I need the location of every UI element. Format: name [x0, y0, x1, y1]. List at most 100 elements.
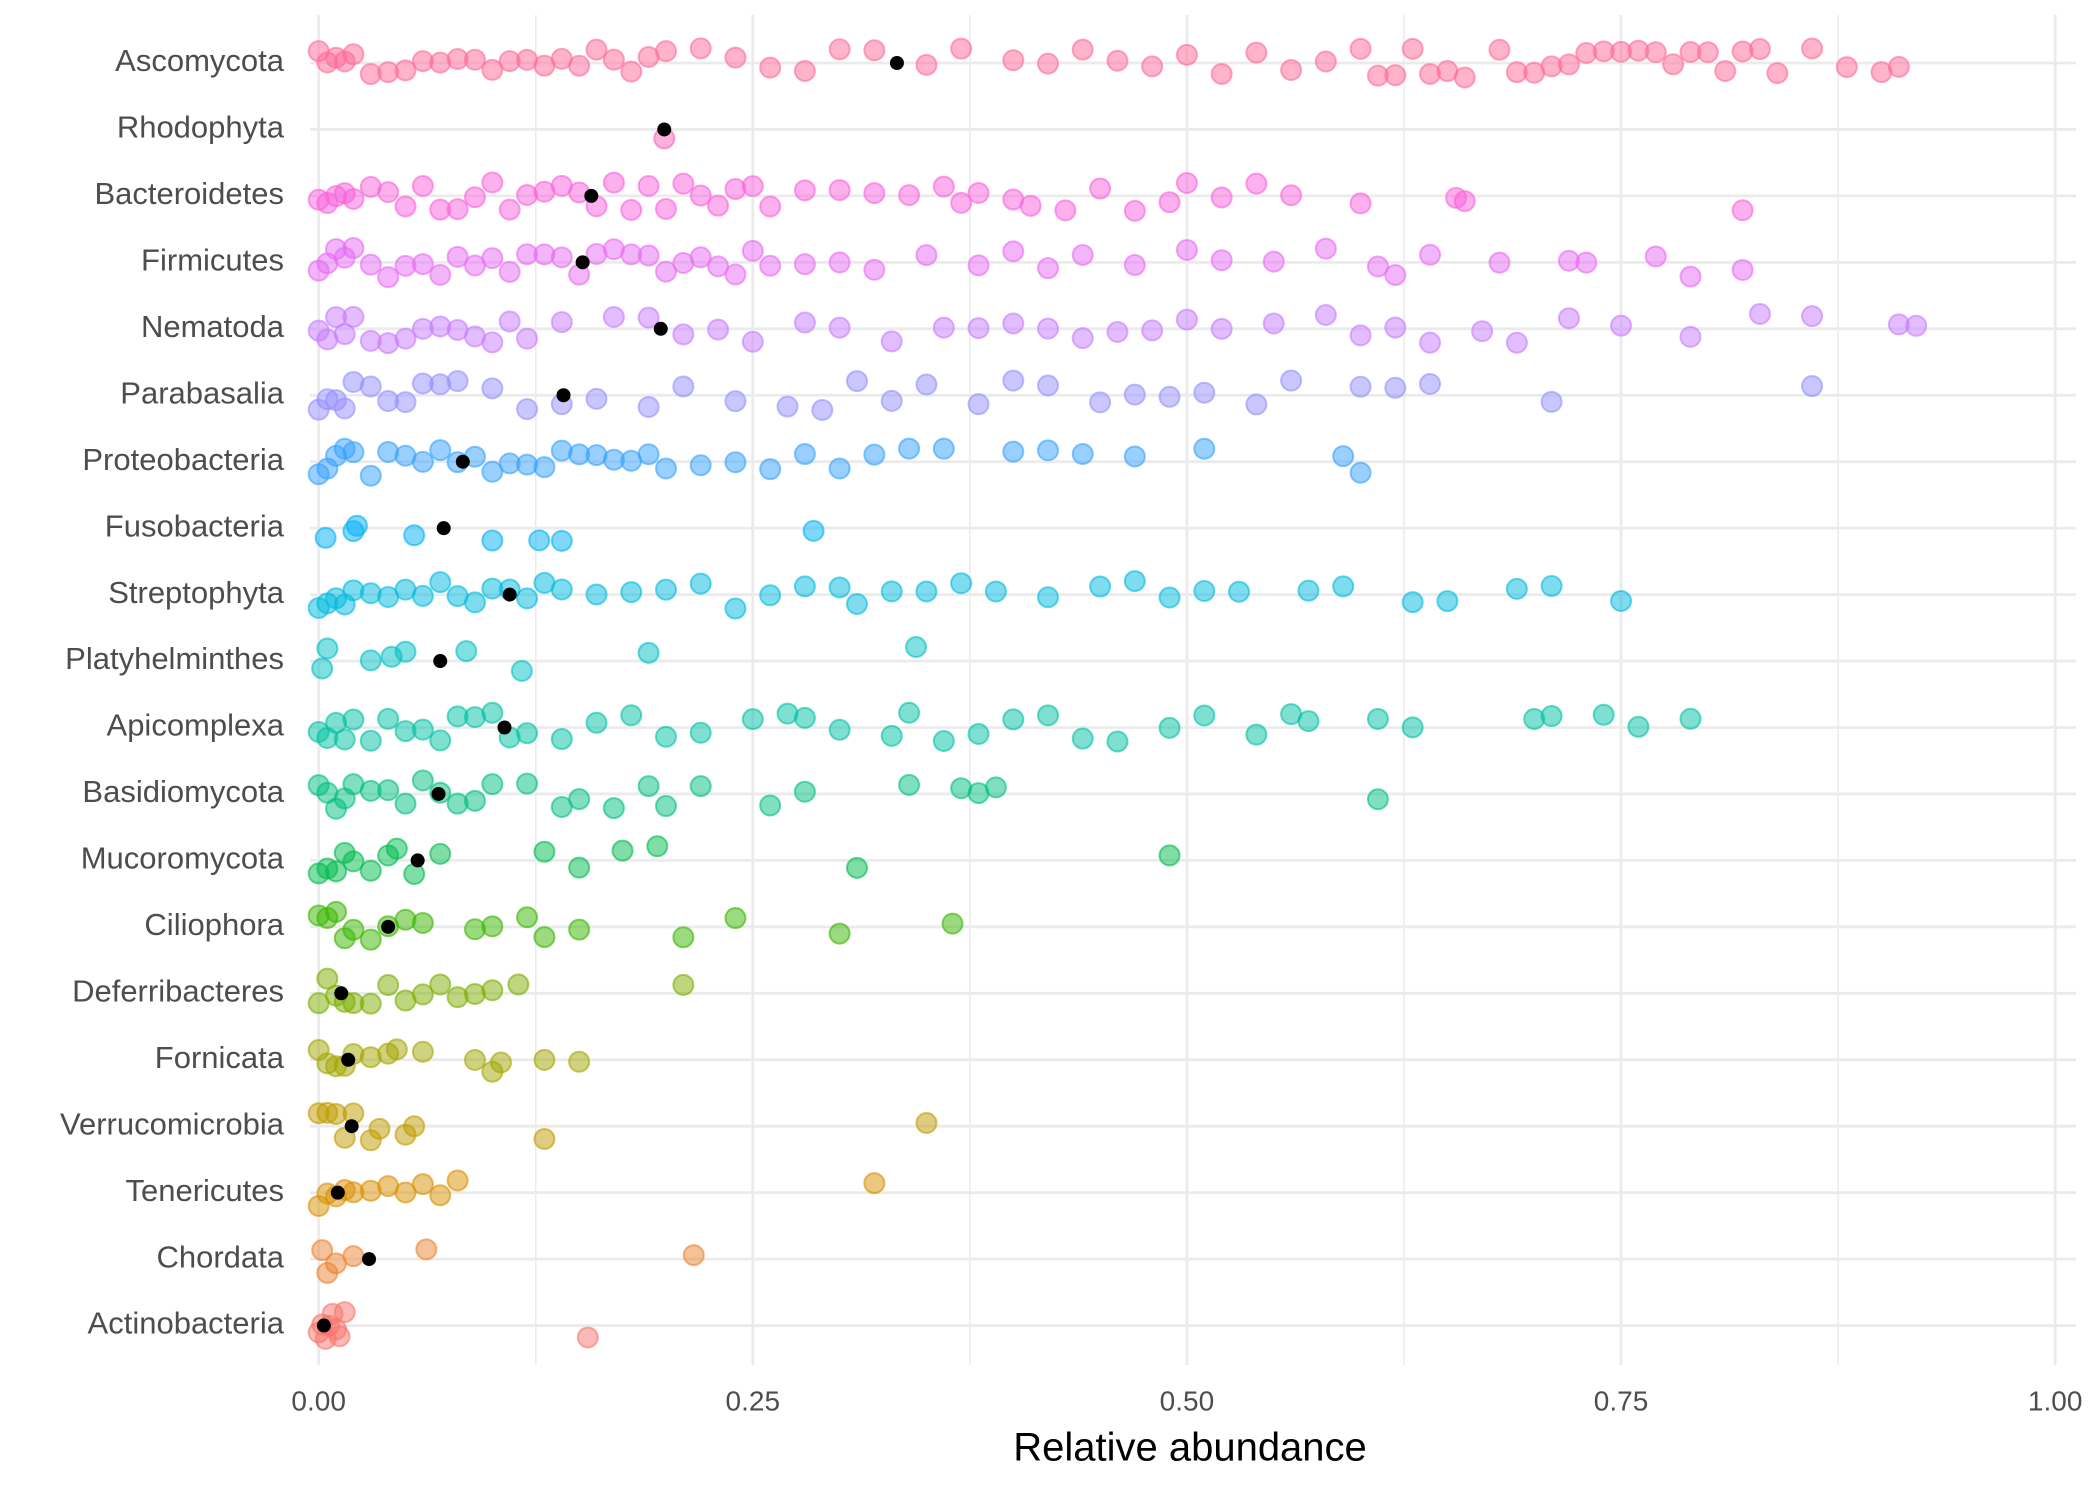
point	[1210, 62, 1233, 85]
point	[342, 187, 365, 210]
point	[490, 1051, 513, 1074]
point	[759, 458, 782, 481]
point	[359, 928, 382, 951]
point	[411, 450, 434, 473]
point	[1071, 38, 1094, 61]
point	[759, 584, 782, 607]
point	[585, 387, 608, 410]
point	[510, 659, 533, 682]
point	[880, 389, 903, 412]
point	[759, 195, 782, 218]
point	[1557, 307, 1580, 330]
point	[385, 1038, 408, 1061]
point	[533, 1128, 556, 1151]
point	[1106, 49, 1129, 72]
point	[1210, 186, 1233, 209]
point	[1662, 53, 1685, 76]
point	[1037, 52, 1060, 75]
point	[533, 1048, 556, 1071]
category-points	[307, 900, 964, 951]
category-points	[307, 302, 1928, 355]
point	[793, 706, 816, 729]
point	[481, 460, 504, 483]
y-tick-label: Fornicata	[155, 1040, 285, 1075]
point	[1401, 716, 1424, 739]
point	[481, 331, 504, 354]
x-tick-label: 0.00	[291, 1385, 346, 1416]
point	[377, 266, 400, 289]
point	[325, 900, 348, 923]
point	[342, 305, 365, 328]
point	[1089, 177, 1112, 200]
point	[682, 1244, 705, 1267]
point	[1106, 730, 1129, 753]
point	[863, 1172, 886, 1195]
category-points	[307, 701, 1702, 753]
point	[403, 524, 426, 547]
point	[359, 729, 382, 752]
point	[481, 171, 504, 194]
point	[411, 718, 434, 741]
point	[1644, 41, 1667, 64]
point	[1766, 62, 1789, 85]
category-points	[307, 1101, 938, 1152]
point	[533, 456, 556, 479]
mean-point	[330, 1185, 345, 1200]
point	[602, 171, 625, 194]
point	[1106, 321, 1129, 344]
point	[759, 56, 782, 79]
point	[463, 48, 486, 71]
point	[828, 922, 851, 945]
x-tick-label: 1.00	[2028, 1385, 2083, 1416]
point	[481, 58, 504, 81]
point	[932, 437, 955, 460]
point	[411, 253, 434, 276]
point	[516, 772, 539, 795]
point	[415, 1238, 438, 1261]
point	[984, 580, 1007, 603]
point	[1175, 171, 1198, 194]
point	[1349, 375, 1372, 398]
category-points	[307, 171, 1754, 222]
point	[1471, 320, 1494, 343]
point	[1696, 41, 1719, 64]
point	[1557, 53, 1580, 76]
point	[1141, 319, 1164, 342]
y-tick-label: Apicomplexa	[107, 708, 285, 743]
point	[967, 722, 990, 745]
mean-point	[502, 587, 517, 602]
point	[516, 327, 539, 350]
x-tick-label: 0.75	[1594, 1385, 1649, 1416]
point	[637, 395, 660, 418]
point	[498, 260, 521, 283]
point	[793, 780, 816, 803]
point	[724, 907, 747, 930]
point	[394, 640, 417, 663]
point	[689, 246, 712, 269]
point	[429, 973, 452, 996]
point	[1158, 586, 1181, 609]
point	[915, 244, 938, 267]
point	[1193, 437, 1216, 460]
point	[863, 182, 886, 205]
point	[1002, 369, 1025, 392]
point	[455, 640, 478, 663]
point	[1314, 237, 1337, 260]
mean-point	[341, 1052, 356, 1067]
point	[403, 1115, 426, 1138]
point	[394, 1181, 417, 1204]
point	[1262, 312, 1285, 335]
point	[481, 979, 504, 1002]
point	[915, 580, 938, 603]
point	[568, 1050, 591, 1073]
x-tick-label: 0.25	[726, 1385, 781, 1416]
point	[1071, 727, 1094, 750]
y-tick-label: Firmicutes	[141, 243, 284, 278]
point	[342, 708, 365, 731]
point	[1123, 570, 1146, 593]
point	[1158, 385, 1181, 408]
point	[1731, 258, 1754, 281]
point	[394, 391, 417, 414]
point	[1158, 191, 1181, 214]
